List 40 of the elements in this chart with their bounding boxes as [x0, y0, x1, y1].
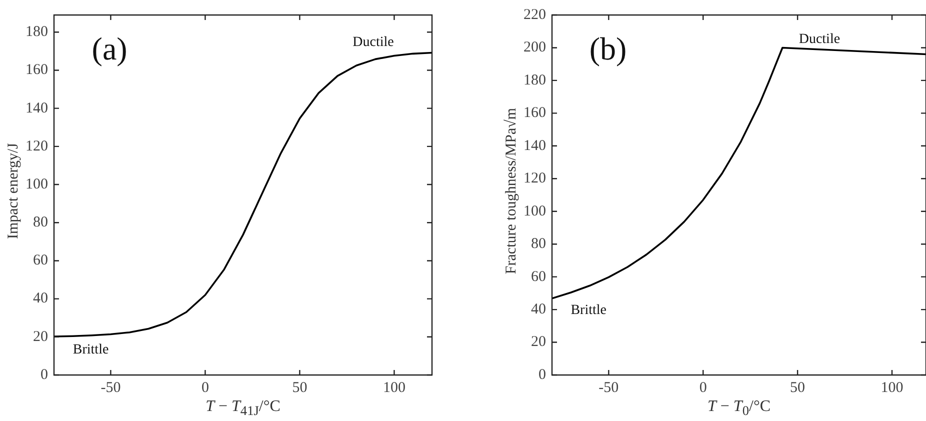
y-tick-label: 100 [26, 176, 48, 192]
y-tick-label: 80 [531, 236, 546, 252]
annotation: Ductile [352, 35, 394, 50]
y-tick-label: 20 [33, 328, 48, 345]
y-tick-label: 0 [40, 366, 48, 383]
x-tick-label: 100 [880, 380, 904, 396]
x-axis-title: T − T$_{41J}$/°C [206, 398, 280, 420]
x-tick-label: 100 [382, 380, 406, 396]
x-tick-label: 0 [201, 380, 209, 396]
y-tick-label: 40 [531, 301, 546, 318]
annotation: (a) [92, 30, 128, 66]
y-axis-title: Fracture toughness/MPa√m [504, 108, 520, 274]
y-tick-label: 20 [531, 334, 546, 350]
x-axis-title: T − T$_{0}$/°C [707, 398, 771, 420]
y-tick-label: 200 [524, 40, 546, 56]
x-tick-label: -50 [598, 380, 619, 396]
annotation: Ductile [798, 32, 840, 48]
x-tick-label: 50 [292, 380, 308, 396]
annotation: (b) [589, 30, 627, 66]
y-axis-title: Impact energy/J [6, 143, 22, 239]
x-tick-label: -50 [100, 380, 121, 396]
y-tick-label: 0 [538, 366, 546, 383]
y-tick-label: 180 [26, 24, 48, 40]
annotation: Brittle [72, 342, 109, 358]
y-tick-label: 140 [26, 100, 48, 116]
annotation: Brittle [570, 302, 606, 318]
y-tick-label: 120 [524, 170, 546, 187]
y-tick-label: 140 [524, 138, 546, 154]
y-tick-label: 60 [531, 268, 546, 285]
y-tick-label: 80 [33, 214, 48, 231]
y-tick-label: 160 [524, 105, 546, 122]
y-tick-label: 160 [26, 62, 48, 78]
y-tick-label: 220 [524, 6, 546, 23]
y-tick-label: 40 [33, 290, 48, 307]
x-tick-label: 0 [699, 380, 707, 396]
y-tick-label: 180 [524, 72, 546, 88]
y-tick-label: 100 [524, 203, 546, 220]
y-tick-label: 120 [26, 138, 48, 154]
x-tick-label: 50 [790, 380, 806, 396]
y-tick-label: 60 [33, 252, 48, 269]
